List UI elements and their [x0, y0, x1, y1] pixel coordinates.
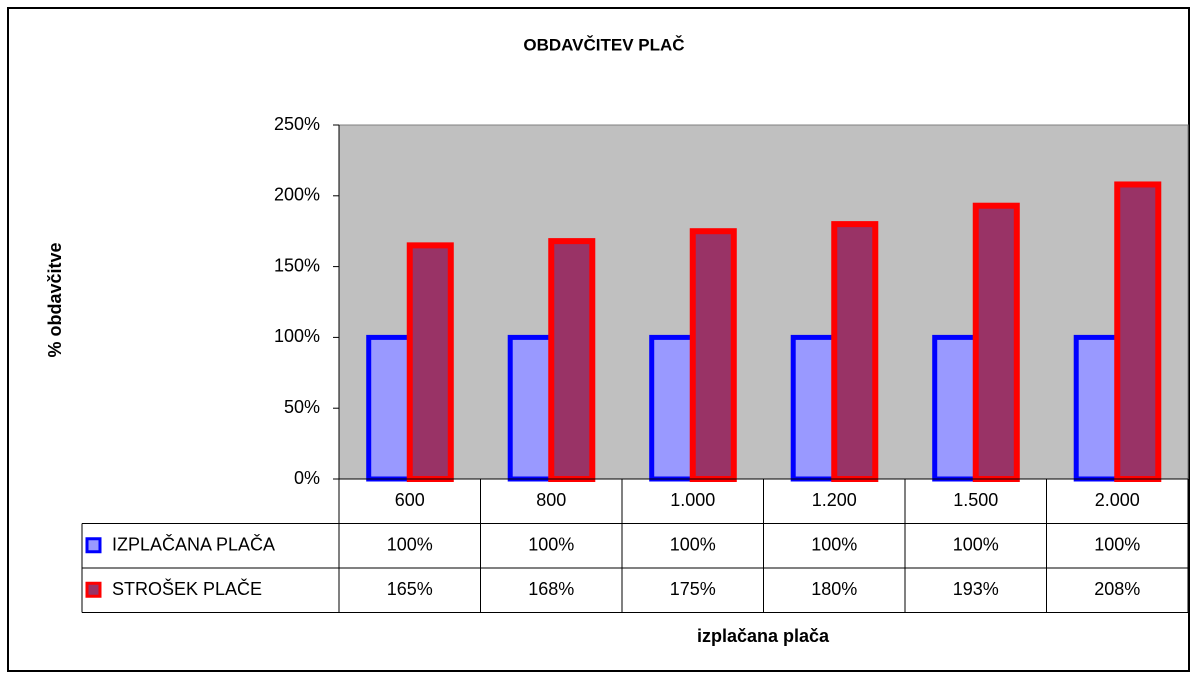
bar [689, 228, 737, 482]
bar [1114, 181, 1162, 483]
bar [548, 238, 596, 482]
bar [1073, 334, 1120, 482]
table-value: 168% [528, 579, 574, 599]
table-value: 100% [387, 535, 433, 555]
table-value: 165% [387, 579, 433, 599]
y-tick-label: 0% [294, 468, 320, 488]
x-tick-label: 1.200 [812, 490, 857, 510]
y-tick-label: 50% [284, 397, 320, 417]
bar [932, 334, 979, 482]
bar [831, 221, 879, 482]
bar [406, 242, 454, 482]
x-tick-label: 600 [395, 490, 425, 510]
y-tick-label: 250% [274, 114, 320, 134]
table-value: 100% [811, 535, 857, 555]
table-value: 193% [953, 579, 999, 599]
table-value: 180% [811, 579, 857, 599]
table-value: 175% [670, 579, 716, 599]
bar [972, 202, 1020, 482]
x-axis-label: izplačana plača [697, 626, 830, 646]
y-tick-label: 200% [274, 185, 320, 205]
bar [366, 334, 413, 482]
legend-key [85, 537, 102, 554]
table-value: 100% [953, 535, 999, 555]
y-tick-label: 150% [274, 255, 320, 275]
x-tick-label: 800 [536, 490, 566, 510]
x-tick-label: 2.000 [1095, 490, 1140, 510]
legend-label: IZPLAČANA PLAČA [112, 534, 275, 555]
legend-label: STROŠEK PLAČE [112, 578, 262, 599]
x-tick-label: 1.000 [670, 490, 715, 510]
table-value: 100% [1094, 535, 1140, 555]
x-tick-label: 1.500 [953, 490, 998, 510]
chart-title: OBDAVČITEV PLAČ [523, 35, 684, 54]
table-value: 100% [670, 535, 716, 555]
y-axis-label: % obdavčitve [45, 242, 65, 357]
bar [790, 334, 837, 482]
plot-area [338, 124, 1189, 480]
table-value: 100% [528, 535, 574, 555]
legend-key [85, 581, 102, 598]
bar [649, 334, 696, 482]
bar [507, 334, 554, 482]
table-value: 208% [1094, 579, 1140, 599]
y-tick-label: 100% [274, 326, 320, 346]
